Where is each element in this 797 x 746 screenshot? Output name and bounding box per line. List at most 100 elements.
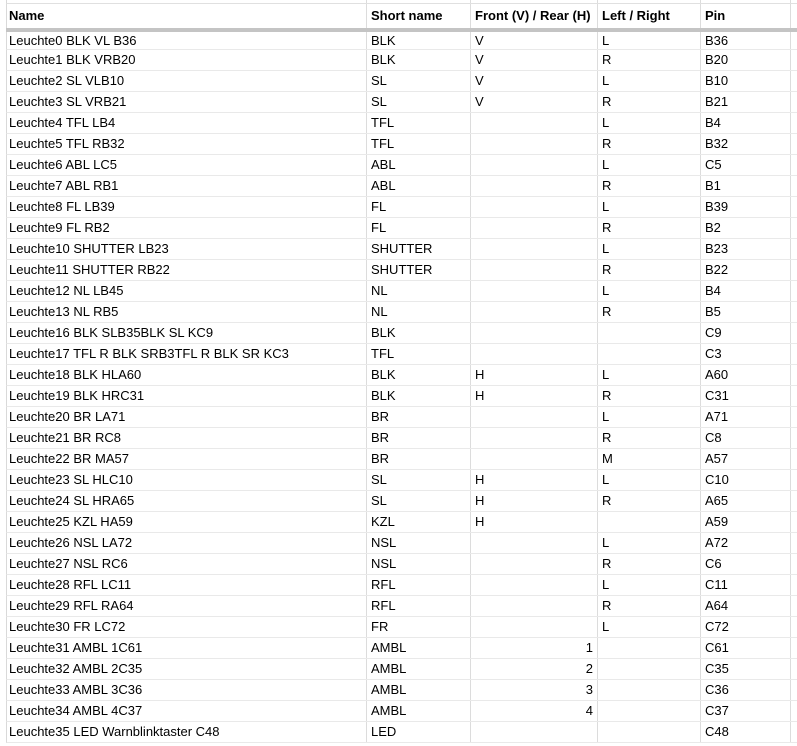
cell-pin[interactable]: A72 (701, 533, 791, 553)
cell-left-right[interactable]: L (598, 617, 701, 637)
cell-pin[interactable]: B36 (701, 32, 791, 49)
cell-left-right[interactable]: L (598, 533, 701, 553)
cell-short-name[interactable]: BLK (367, 32, 471, 49)
cell-left-right[interactable] (598, 638, 701, 658)
cell-name[interactable]: Leuchte21 BR RC8 (7, 428, 367, 448)
cell-short-name[interactable]: AMBL (367, 680, 471, 700)
cell-name[interactable]: Leuchte26 NSL LA72 (7, 533, 367, 553)
cell-short-name[interactable]: BR (367, 428, 471, 448)
cell-left-right[interactable]: L (598, 365, 701, 385)
cell-front-rear[interactable] (471, 722, 598, 742)
cell-short-name[interactable]: BLK (367, 365, 471, 385)
cell-front-rear[interactable] (471, 617, 598, 637)
cell-short-name[interactable]: BLK (367, 50, 471, 70)
cell-pin[interactable]: C11 (701, 575, 791, 595)
cell-left-right[interactable]: R (598, 176, 701, 196)
cell-short-name[interactable]: BR (367, 449, 471, 469)
cell-name[interactable]: Leuchte7 ABL RB1 (7, 176, 367, 196)
cell-pin[interactable]: C10 (701, 470, 791, 490)
cell-left-right[interactable]: L (598, 407, 701, 427)
cell-name[interactable]: Leuchte2 SL VLB10 (7, 71, 367, 91)
cell-front-rear[interactable]: 3 (471, 680, 598, 700)
cell-front-rear[interactable]: H (471, 365, 598, 385)
cell-pin[interactable]: B21 (701, 92, 791, 112)
cell-front-rear[interactable]: H (471, 491, 598, 511)
cell-left-right[interactable]: L (598, 281, 701, 301)
cell-left-right[interactable]: L (598, 71, 701, 91)
cell-name[interactable]: Leuchte13 NL RB5 (7, 302, 367, 322)
cell-name[interactable]: Leuchte31 AMBL 1C61 (7, 638, 367, 658)
column-header-front-rear[interactable]: Front (V) / Rear (H) (471, 4, 598, 28)
cell-name[interactable]: Leuchte20 BR LA71 (7, 407, 367, 427)
cell-pin[interactable]: B32 (701, 134, 791, 154)
cell-name[interactable]: Leuchte4 TFL LB4 (7, 113, 367, 133)
cell-short-name[interactable]: NSL (367, 554, 471, 574)
cell-pin[interactable]: C5 (701, 155, 791, 175)
cell-front-rear[interactable] (471, 113, 598, 133)
cell-front-rear[interactable] (471, 176, 598, 196)
cell-pin[interactable]: C72 (701, 617, 791, 637)
cell-left-right[interactable]: L (598, 239, 701, 259)
cell-name[interactable]: Leuchte3 SL VRB21 (7, 92, 367, 112)
cell-pin[interactable]: B5 (701, 302, 791, 322)
cell-pin[interactable]: B39 (701, 197, 791, 217)
cell-name[interactable]: Leuchte32 AMBL 2C35 (7, 659, 367, 679)
cell-front-rear[interactable] (471, 155, 598, 175)
cell-left-right[interactable]: R (598, 491, 701, 511)
cell-front-rear[interactable]: 4 (471, 701, 598, 721)
cell-short-name[interactable]: TFL (367, 113, 471, 133)
cell-name[interactable]: Leuchte29 RFL RA64 (7, 596, 367, 616)
cell-pin[interactable]: B20 (701, 50, 791, 70)
cell-name[interactable]: Leuchte9 FL RB2 (7, 218, 367, 238)
column-header-pin[interactable]: Pin (701, 4, 791, 28)
cell-left-right[interactable]: L (598, 197, 701, 217)
cell-left-right[interactable]: L (598, 155, 701, 175)
cell-front-rear[interactable]: 1 (471, 638, 598, 658)
cell-left-right[interactable]: L (598, 470, 701, 490)
cell-short-name[interactable]: AMBL (367, 659, 471, 679)
cell-pin[interactable]: C48 (701, 722, 791, 742)
cell-left-right[interactable]: R (598, 428, 701, 448)
cell-pin[interactable]: C35 (701, 659, 791, 679)
cell-left-right[interactable] (598, 323, 701, 343)
cell-name[interactable]: Leuchte5 TFL RB32 (7, 134, 367, 154)
cell-front-rear[interactable] (471, 134, 598, 154)
cell-name[interactable]: Leuchte25 KZL HA59 (7, 512, 367, 532)
cell-pin[interactable]: B2 (701, 218, 791, 238)
cell-front-rear[interactable] (471, 197, 598, 217)
cell-name[interactable]: Leuchte19 BLK HRC31 (7, 386, 367, 406)
cell-short-name[interactable]: ABL (367, 155, 471, 175)
cell-pin[interactable]: B23 (701, 239, 791, 259)
cell-left-right[interactable]: R (598, 218, 701, 238)
cell-front-rear[interactable]: H (471, 512, 598, 532)
cell-name[interactable]: Leuchte33 AMBL 3C36 (7, 680, 367, 700)
cell-short-name[interactable]: LED (367, 722, 471, 742)
cell-name[interactable]: Leuchte22 BR MA57 (7, 449, 367, 469)
cell-left-right[interactable]: L (598, 32, 701, 49)
cell-name[interactable]: Leuchte11 SHUTTER RB22 (7, 260, 367, 280)
cell-pin[interactable]: C31 (701, 386, 791, 406)
cell-short-name[interactable]: SHUTTER (367, 260, 471, 280)
cell-pin[interactable]: C36 (701, 680, 791, 700)
cell-name[interactable]: Leuchte24 SL HRA65 (7, 491, 367, 511)
cell-front-rear[interactable] (471, 260, 598, 280)
column-header-short-name[interactable]: Short name (367, 4, 471, 28)
cell-short-name[interactable]: RFL (367, 575, 471, 595)
cell-pin[interactable]: C8 (701, 428, 791, 448)
cell-front-rear[interactable] (471, 344, 598, 364)
cell-name[interactable]: Leuchte17 TFL R BLK SRB3TFL R BLK SR KC3 (7, 344, 367, 364)
cell-pin[interactable]: C61 (701, 638, 791, 658)
cell-front-rear[interactable] (471, 554, 598, 574)
cell-name[interactable]: Leuchte27 NSL RC6 (7, 554, 367, 574)
cell-left-right[interactable]: M (598, 449, 701, 469)
cell-short-name[interactable]: NSL (367, 533, 471, 553)
cell-front-rear[interactable]: 2 (471, 659, 598, 679)
cell-name[interactable]: Leuchte35 LED Warnblinktaster C48 (7, 722, 367, 742)
cell-front-rear[interactable]: H (471, 386, 598, 406)
cell-pin[interactable]: A64 (701, 596, 791, 616)
cell-left-right[interactable] (598, 512, 701, 532)
cell-name[interactable]: Leuchte18 BLK HLA60 (7, 365, 367, 385)
cell-short-name[interactable]: TFL (367, 344, 471, 364)
cell-pin[interactable]: B4 (701, 113, 791, 133)
cell-pin[interactable]: B22 (701, 260, 791, 280)
